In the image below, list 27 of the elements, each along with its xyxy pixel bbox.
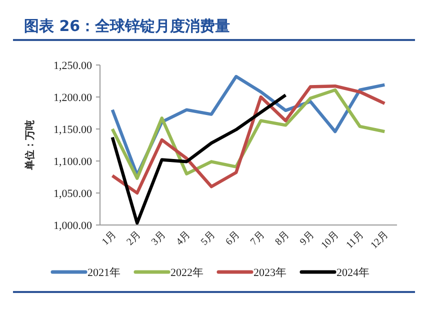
legend-label: 2021年 <box>88 267 120 279</box>
y-tick-label: 1,000.00 <box>54 220 92 232</box>
x-tick-label: 6月 <box>224 229 242 248</box>
x-tick-label: 9月 <box>298 229 316 248</box>
x-tick-label: 12月 <box>368 229 391 252</box>
legend-label: 2022年 <box>170 267 204 279</box>
line-series <box>110 84 386 195</box>
y-tick-label: 1,250.00 <box>54 60 92 72</box>
chart-title: 图表 26：全球锌锭月度消费量 <box>24 17 230 35</box>
y-axis-title: 单位：万吨 <box>24 120 36 171</box>
x-tick-label: 7月 <box>248 229 267 248</box>
x-tick-label: 5月 <box>199 229 218 248</box>
x-tick-label: 4月 <box>174 229 193 248</box>
y-tick-label: 1,150.00 <box>54 124 92 136</box>
x-tick-label: 1月 <box>100 229 118 248</box>
x-tick-label: 10月 <box>319 229 342 252</box>
line-series <box>110 88 386 180</box>
x-tick-label: 2月 <box>124 229 144 248</box>
x-tick-label: 11月 <box>344 229 366 252</box>
y-tick-label: 1,050.00 <box>54 188 92 200</box>
line-series <box>110 93 288 225</box>
y-tick-label: 1,100.00 <box>54 156 92 168</box>
legend-label: 2024年 <box>336 267 370 279</box>
x-tick-label: 8月 <box>273 229 292 248</box>
x-tick-label: 3月 <box>150 229 168 248</box>
legend-label: 2023年 <box>254 267 286 279</box>
y-tick-label: 1,200.00 <box>54 92 92 104</box>
